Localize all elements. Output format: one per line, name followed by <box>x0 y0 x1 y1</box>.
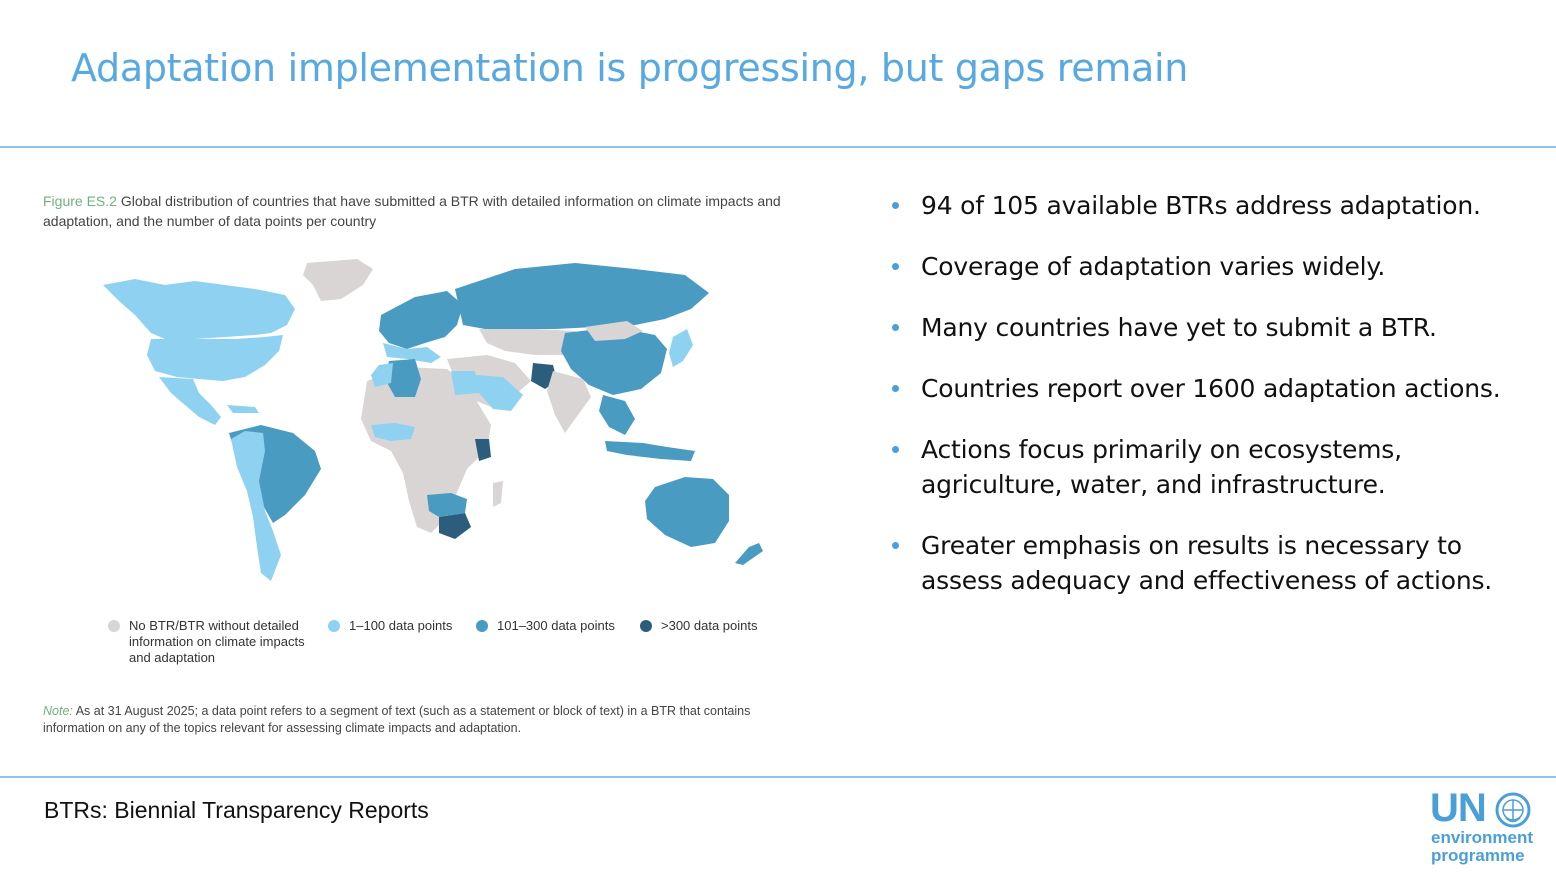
region-southern-africa <box>427 493 467 517</box>
unep-logo: UN environment programme <box>1430 788 1540 868</box>
logo-un-text: UN <box>1430 786 1487 830</box>
un-emblem-icon <box>1495 792 1531 828</box>
region-mexico <box>159 377 221 425</box>
key-point: Actions focus primarily on ecosystems, a… <box>888 432 1528 502</box>
key-point-text: Actions focus primarily on ecosystems, a… <box>921 435 1402 499</box>
region-egypt <box>451 371 479 395</box>
region-indonesia <box>605 441 695 461</box>
region-greenland <box>303 259 373 301</box>
figure-caption: Figure ES.2 Global distribution of count… <box>43 191 843 231</box>
slide-title: Adaptation implementation is progressing… <box>71 46 1189 90</box>
key-point: Countries report over 1600 adaptation ac… <box>888 371 1528 406</box>
region-russia <box>455 263 709 329</box>
key-point-text: Greater emphasis on results is necessary… <box>921 531 1493 595</box>
key-point-text: Many countries have yet to submit a BTR. <box>921 313 1437 342</box>
region-china <box>561 327 667 395</box>
region-usa <box>147 335 283 381</box>
legend-label-mid: 101–300 data points <box>497 618 615 633</box>
bottom-divider <box>0 776 1556 778</box>
region-mongolia <box>585 321 643 341</box>
figure-label: Figure ES.2 <box>43 193 117 209</box>
key-point: Greater emphasis on results is necessary… <box>888 528 1528 598</box>
note-label: Note: <box>43 704 73 718</box>
key-point-text: Countries report over 1600 adaptation ac… <box>921 374 1501 403</box>
key-point: Many countries have yet to submit a BTR. <box>888 310 1528 345</box>
figure-note: Note: As at 31 August 2025; a data point… <box>43 703 803 737</box>
logo-line-programme: programme <box>1431 846 1525 865</box>
region-europe-south <box>383 343 441 363</box>
legend-swatch-no-btr <box>108 620 120 632</box>
footnote: BTRs: Biennial Transparency Reports <box>44 797 429 823</box>
logo-line-environment: environment <box>1431 828 1534 847</box>
bullet-icon <box>892 263 899 270</box>
region-south-africa <box>439 513 471 539</box>
figure-caption-text: Global distribution of countries that ha… <box>43 193 781 229</box>
region-west-africa <box>371 423 415 441</box>
region-kenya <box>475 439 491 461</box>
region-north-america-north <box>103 279 295 339</box>
key-point-text: 94 of 105 available BTRs address adaptat… <box>921 191 1481 220</box>
region-arabia <box>475 375 523 411</box>
legend-label-no-btr: No BTR/BTR without detailed information … <box>129 618 305 665</box>
bullet-icon <box>892 542 899 549</box>
bullet-icon <box>892 385 899 392</box>
key-point-text: Coverage of adaptation varies widely. <box>921 252 1386 281</box>
legend-swatch-low <box>328 620 340 632</box>
region-caribbean <box>227 405 259 413</box>
region-europe <box>379 291 463 349</box>
bullet-icon <box>892 446 899 453</box>
region-central-asia <box>479 329 587 355</box>
region-india <box>547 371 591 433</box>
region-southeast-asia <box>599 395 635 435</box>
key-point: Coverage of adaptation varies widely. <box>888 249 1528 284</box>
region-australia <box>645 477 729 547</box>
key-point: 94 of 105 available BTRs address adaptat… <box>888 188 1528 223</box>
bullet-icon <box>892 202 899 209</box>
region-new-zealand <box>735 543 763 565</box>
legend-label-low: 1–100 data points <box>349 618 453 633</box>
region-north-africa-a <box>385 359 421 397</box>
region-japan <box>669 329 693 367</box>
bullet-icon <box>892 324 899 331</box>
region-north-africa-b <box>371 363 393 387</box>
region-andes <box>231 431 281 581</box>
legend-swatch-high <box>640 620 652 632</box>
region-africa <box>361 367 491 533</box>
note-text: As at 31 August 2025; a data point refer… <box>43 704 751 735</box>
key-points-list: 94 of 105 available BTRs address adaptat… <box>888 188 1528 624</box>
world-map <box>103 259 763 581</box>
region-madagascar <box>493 481 503 507</box>
legend-swatch-mid <box>476 620 488 632</box>
top-divider <box>0 146 1556 148</box>
legend-label-high: >300 data points <box>661 618 758 633</box>
